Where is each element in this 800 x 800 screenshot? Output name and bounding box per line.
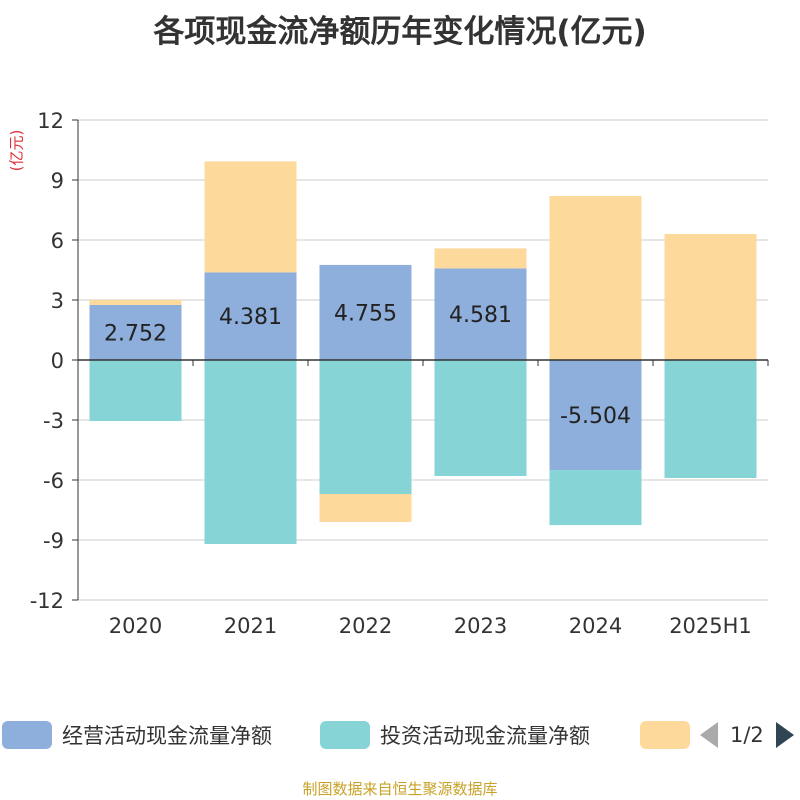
bar-segment (664, 234, 757, 360)
data-label: 2.752 (104, 321, 167, 346)
bar-segment (89, 304, 182, 360)
legend-pager: 1/2 (700, 720, 794, 750)
legend-item-operating[interactable]: 经营活动现金流量净额 (2, 716, 272, 754)
bar-segment (434, 248, 527, 269)
legend-label-investing: 投资活动现金流量净额 (380, 724, 590, 748)
bar-segment (319, 360, 412, 494)
legend-swatch-investing (320, 721, 370, 749)
legend: 经营活动现金流量净额 投资活动现金流量净额 1/2 (0, 716, 800, 754)
data-label: 4.581 (449, 303, 512, 328)
legend-swatch-third (640, 721, 690, 749)
legend-label-operating: 经营活动现金流量净额 (62, 724, 272, 748)
bar-segment (319, 494, 412, 522)
x-tick-label: 2020 (109, 614, 162, 638)
bar-segment (549, 196, 642, 360)
bar-segment (664, 360, 757, 478)
y-tick-label: 12 (37, 109, 64, 133)
bar-segment (319, 264, 412, 360)
x-tick-label: 2021 (224, 614, 277, 638)
data-label: 4.381 (219, 305, 282, 330)
y-tick-label: 6 (51, 229, 64, 253)
x-tick-label: 2025H1 (669, 614, 752, 638)
bar-segment (434, 360, 527, 476)
y-tick-label: 9 (51, 169, 64, 193)
legend-item-investing[interactable]: 投资活动现金流量净额 (320, 716, 590, 754)
bar-segment (434, 268, 527, 360)
bar-segment (204, 360, 297, 544)
data-source-note: 制图数据来自恒生聚源数据库 (302, 780, 498, 798)
y-tick-label: 3 (51, 289, 64, 313)
bar-segment (549, 360, 642, 471)
data-label: -5.504 (560, 404, 631, 429)
chart-canvas: 12 9 6 3 0 -3 -6 -9 -12 2.752 4.381 4.755 4.581 -5.50… (30, 109, 769, 638)
y-tick-label: -9 (43, 529, 64, 553)
y-tick-label: -12 (30, 589, 64, 613)
bar-segment (204, 161, 297, 273)
legend-swatch-operating (2, 721, 52, 749)
legend-next-page-icon[interactable] (775, 722, 794, 748)
bar-segment (89, 299, 182, 305)
y-tick-label: -3 (43, 409, 64, 433)
x-tick-label: 2024 (569, 614, 622, 638)
x-tick-label: 2022 (339, 614, 392, 638)
y-tick-label: -6 (43, 469, 64, 493)
chart-title: 各项现金流净额历年变化情况(亿元) (153, 14, 647, 50)
bar-segment (549, 470, 642, 526)
legend-item-third[interactable] (640, 716, 700, 754)
x-tick-label: 2023 (454, 614, 507, 638)
legend-page-indicator: 1/2 (730, 723, 764, 747)
y-tick-label: 0 (51, 349, 64, 373)
bar-segment (89, 360, 182, 421)
bar-segment (204, 272, 297, 360)
legend-prev-page-icon[interactable] (700, 722, 718, 748)
data-label: 4.755 (334, 301, 397, 326)
